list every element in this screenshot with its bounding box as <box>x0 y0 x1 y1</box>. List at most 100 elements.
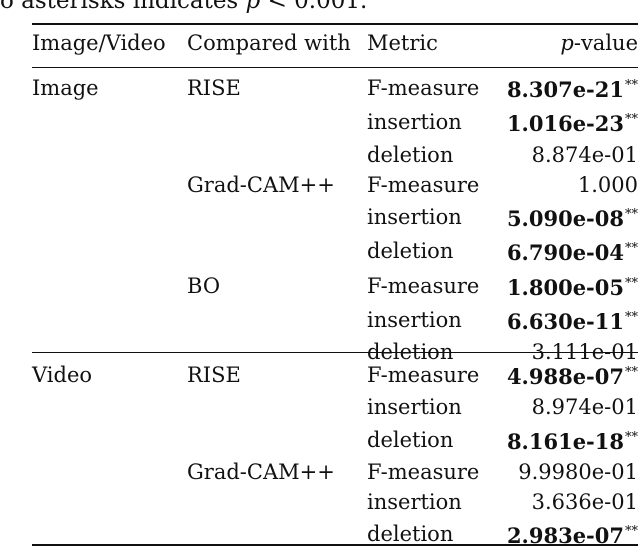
significance-marker: ** <box>625 78 638 93</box>
p-value-cell: 1.016e-23** <box>492 105 638 139</box>
significance-marker: ** <box>625 275 638 291</box>
metric-cell: insertion <box>367 308 462 333</box>
p-value-number: 6.790e-04 <box>506 240 624 266</box>
p-value-cell: 8.974e-01 <box>492 392 638 422</box>
metric-cell: F-measure <box>367 459 480 484</box>
compared-with-cell <box>187 200 367 234</box>
group-label-cell <box>32 200 187 234</box>
p-value-cell: 1.000 <box>492 170 638 200</box>
p-value-number: 8.874e-01 <box>531 142 638 167</box>
group-label-cell <box>32 140 187 170</box>
group-label-cell <box>32 234 187 268</box>
p-value-cell: 6.630e-11** <box>492 303 638 337</box>
p-value-number: 3.636e-01 <box>531 490 638 515</box>
p-value-number: 8.974e-01 <box>531 395 638 420</box>
p-value-number: 4.988e-07 <box>506 364 624 389</box>
group-label-cell <box>32 487 187 517</box>
metric-cell: insertion <box>367 490 462 515</box>
compared-with-cell <box>187 423 367 457</box>
compared-with-cell <box>187 517 367 551</box>
significance-marker: ** <box>625 112 638 128</box>
metric-cell: F-measure <box>367 172 480 197</box>
p-value-cell: 8.874e-01 <box>492 140 638 170</box>
compared-with-cell <box>187 140 367 170</box>
header-compared-with: Compared with <box>187 31 351 55</box>
table-row: insertion 1.016e-23** <box>32 105 638 139</box>
group-label-cell: Image <box>32 76 99 100</box>
p-value-cell: 8.307e-21** <box>492 71 638 105</box>
p-value-cell: 9.9980e-01 <box>492 457 638 487</box>
metric-cell: deletion <box>367 239 454 264</box>
table-header: Image/Video Compared with Metric p-value <box>32 28 638 58</box>
group-label-cell: Video <box>32 363 93 387</box>
significance-marker: ** <box>625 429 638 445</box>
p-value-cell: 4.988e-07** <box>492 358 638 392</box>
metric-cell: insertion <box>367 205 462 230</box>
caption-suffix: < 0.001. <box>260 0 368 14</box>
p-value-cell: 2.983e-07** <box>492 517 638 551</box>
metric-cell: insertion <box>367 395 462 420</box>
header-image-video: Image/Video <box>32 31 166 55</box>
significance-marker: ** <box>625 207 638 223</box>
table-row: deletion 8.874e-01 <box>32 140 638 170</box>
caption-prefix: o asterisks indicates <box>0 0 246 14</box>
metric-cell: insertion <box>367 110 462 135</box>
table-group-image: Image RISE F-measure 8.307e-21** insertion 1.… <box>32 71 638 368</box>
significance-marker: ** <box>625 365 638 380</box>
bottom-rule <box>32 544 638 546</box>
group-label-cell <box>32 105 187 139</box>
table-row: Grad-CAM++ F-measure 1.000 <box>32 170 638 200</box>
table-row: deletion 2.983e-07** <box>32 517 638 551</box>
header-p-symbol: p <box>560 31 574 55</box>
p-value-number: 6.630e-11 <box>506 309 624 335</box>
compared-with-cell: RISE <box>187 76 241 100</box>
group-label-cell <box>32 303 187 337</box>
header-p-value: p-value <box>492 28 638 58</box>
table-group-video: Video RISE F-measure 4.988e-07** insertion 8.… <box>32 358 638 552</box>
table-row: insertion 5.090e-08** <box>32 200 638 234</box>
group-label-cell <box>32 269 187 303</box>
p-value-number: 1.000 <box>577 172 638 197</box>
header-rule <box>32 67 638 68</box>
metric-cell: F-measure <box>367 273 480 298</box>
table-row: Image RISE F-measure 8.307e-21** <box>32 71 638 105</box>
metric-cell: F-measure <box>367 363 480 387</box>
metric-cell: deletion <box>367 142 454 167</box>
p-value-cell: 8.161e-18** <box>492 423 638 457</box>
p-value-cell: 1.800e-05** <box>492 269 638 303</box>
group-label-cell <box>32 392 187 422</box>
significance-marker: ** <box>625 524 638 540</box>
metric-cell: deletion <box>367 522 454 547</box>
table-row: deletion 8.161e-18** <box>32 423 638 457</box>
top-rule <box>32 23 638 25</box>
table-row: insertion 8.974e-01 <box>32 392 638 422</box>
group-label-cell <box>32 517 187 551</box>
table-row: insertion 6.630e-11** <box>32 303 638 337</box>
compared-with-cell: BO <box>187 273 221 298</box>
p-value-number: 1.016e-23 <box>506 111 624 137</box>
metric-cell: F-measure <box>367 76 480 100</box>
p-value-number: 5.090e-08 <box>506 206 624 232</box>
compared-with-cell: Grad-CAM++ <box>187 459 335 484</box>
compared-with-cell: Grad-CAM++ <box>187 172 335 197</box>
p-value-number: 1.800e-05 <box>506 274 624 300</box>
table-row: Video RISE F-measure 4.988e-07** <box>32 358 638 392</box>
group-separator-rule <box>32 352 638 353</box>
compared-with-cell: RISE <box>187 363 241 387</box>
table-row: Grad-CAM++ F-measure 9.9980e-01 <box>32 457 638 487</box>
header-p-value-suffix: -value <box>573 31 638 55</box>
compared-with-cell <box>187 392 367 422</box>
table-caption: o asterisks indicates p < 0.001. <box>0 0 367 16</box>
p-value-number: 8.307e-21 <box>506 77 624 102</box>
table-row: deletion 6.790e-04** <box>32 234 638 268</box>
group-label-cell <box>32 423 187 457</box>
p-value-cell: 6.790e-04** <box>492 234 638 268</box>
caption-p-symbol: p <box>245 0 261 14</box>
table-row: BO F-measure 1.800e-05** <box>32 269 638 303</box>
compared-with-cell <box>187 234 367 268</box>
compared-with-cell <box>187 303 367 337</box>
header-row: Image/Video Compared with Metric p-value <box>32 28 638 58</box>
compared-with-cell <box>187 105 367 139</box>
significance-marker: ** <box>625 310 638 326</box>
group-label-cell <box>32 170 187 200</box>
